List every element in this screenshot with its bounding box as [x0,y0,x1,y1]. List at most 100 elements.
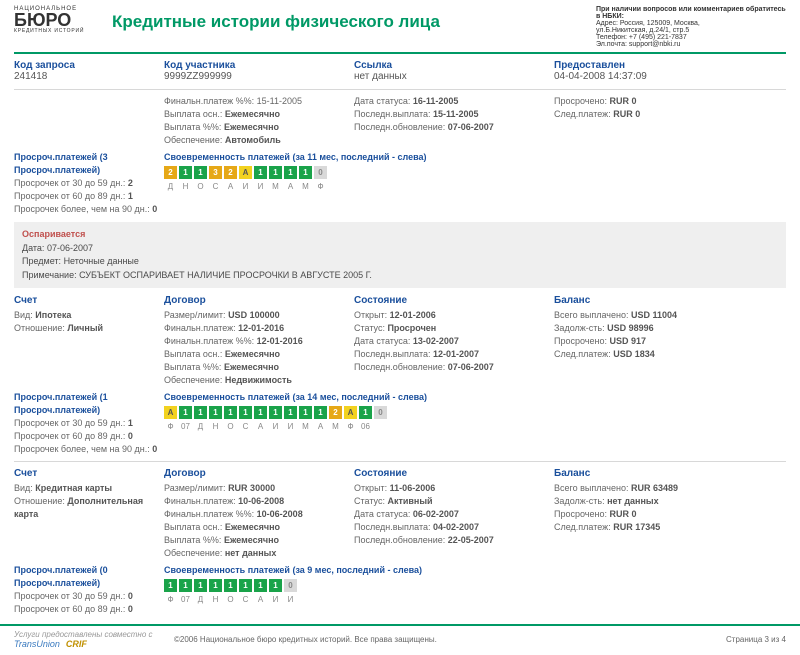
payment-box: 1 [239,579,252,592]
payment-box-label: А [254,594,267,606]
payment-box: 1 [254,579,267,592]
account-header: Счет [14,294,158,309]
header-divider [14,52,786,54]
contact-block: При наличии вопросов или комментариев об… [596,6,786,48]
payment-box-label: Ф [344,421,357,433]
participant-code: 9999ZZ999999 [164,71,348,82]
payment-box-label: С [209,181,222,193]
payment-box: 2 [164,166,177,179]
timeliness-boxes: 111111110 [164,579,548,592]
payment-box: 1 [209,406,222,419]
contract-header: Договор [164,294,348,309]
timeliness-title: Своевременность платежей (за 14 мес, пос… [164,391,548,404]
balance-details: Просрочено: RUR 0 След.платеж: RUR 0 [554,95,786,147]
balance-header: Баланс [554,294,786,309]
payment-box: А [344,406,357,419]
timeliness-labels: Ф07ДНОСАИИ [164,594,548,606]
link-value: нет данных [354,71,548,82]
account-header: Счет [14,467,158,482]
payment-box: 1 [224,579,237,592]
timeliness-labels: Ф07ДНОСАИИМАМФ06 [164,421,548,433]
payment-box: А [164,406,177,419]
provided-label: Предоставлен [554,60,786,71]
payment-box: 1 [224,406,237,419]
payment-box: 1 [194,166,207,179]
payment-box-label: Д [194,594,207,606]
payment-box: 1 [269,406,282,419]
dispute-box: Оспаривается Дата: 07-06-2007 Предмет: Н… [14,222,786,288]
timeliness-boxes: 21132А11110 [164,166,548,179]
footer: Услуги предоставлены совместно с TransUn… [0,626,800,655]
payment-box: 3 [209,166,222,179]
payment-box-label [374,421,387,433]
payment-box: 1 [314,406,327,419]
payment-box: 1 [284,406,297,419]
payment-box: 2 [224,166,237,179]
logo: НАЦИОНАЛЬНОЕ БЮРО КРЕДИТНЫХ ИСТОРИЙ [14,6,104,34]
payment-box: 1 [209,579,222,592]
late-payments-title: Просроч.платежей (1 Просроч.платежей) [14,391,158,417]
payment-box-label: О [194,181,207,193]
payment-box-label: А [254,421,267,433]
meta-row: Код запроса 241418 Код участника 9999ZZ9… [14,60,786,86]
payment-box: А [239,166,252,179]
page-number: Страница 3 из 4 [726,635,786,644]
contact-line: Адрес: Россия, 125009, Москва, [596,20,700,27]
payment-box-label: О [224,594,237,606]
payment-box-label: Н [209,594,222,606]
payment-box: 1 [194,406,207,419]
payment-box: 1 [179,166,192,179]
payment-box: 0 [374,406,387,419]
provided-value: 04-04-2008 14:37:09 [554,71,786,82]
payment-box: 0 [314,166,327,179]
contact-line: ул.Б.Никитская, д.24/1, стр.5 [596,27,689,34]
participant-code-label: Код участника [164,60,348,71]
payment-box-label: М [269,181,282,193]
logo-main: БЮРО [14,12,104,28]
payment-box: 1 [299,166,312,179]
request-code-label: Код запроса [14,60,158,71]
payment-box-label: Ф [164,421,177,433]
transunion-logo: TransUnion [14,639,60,649]
payment-box-label: 07 [179,421,192,433]
payment-box-label: А [284,181,297,193]
payment-box: 2 [329,406,342,419]
timeliness-boxes: А11111111112А10 [164,406,548,419]
status-header: Состояние [354,294,548,309]
timeliness-labels: ДНОСАИИМАМФ [164,181,548,193]
link-label: Ссылка [354,60,548,71]
payment-box: 1 [239,406,252,419]
status-header: Состояние [354,467,548,482]
payment-details: Финальн.платеж %%: 15-11-2005 Выплата ос… [164,95,354,147]
payment-box-label: И [254,181,267,193]
contact-line: Эл.почта: support@nbki.ru [596,41,680,48]
payment-box-label: С [239,594,252,606]
payment-box-label: Ф [314,181,327,193]
payment-box-label: А [314,421,327,433]
payment-box: 1 [179,579,192,592]
payment-box: 1 [299,406,312,419]
payment-box-label: И [284,594,297,606]
payment-box: 1 [194,579,207,592]
request-code: 241418 [14,71,158,82]
payment-box: 1 [164,579,177,592]
payment-box-label: И [269,421,282,433]
payment-box: 1 [254,406,267,419]
payment-box-label: Н [179,181,192,193]
payment-box-label: 07 [179,594,192,606]
dispute-title: Оспаривается [22,228,778,242]
payment-box-label: Н [209,421,222,433]
late-payments-title: Просроч.платежей (0 Просроч.платежей) [14,564,158,590]
payment-box: 0 [284,579,297,592]
page-title: Кредитные истории физического лица [104,6,596,32]
contact-line: При наличии вопросов или комментариев об… [596,6,786,20]
payment-box-label: М [299,421,312,433]
contact-line: Телефон: +7 (495) 221-7837 [596,34,687,41]
payment-box-label: И [239,181,252,193]
payment-box-label: С [239,421,252,433]
payment-box: 1 [284,166,297,179]
timeliness-title: Своевременность платежей (за 9 мес, посл… [164,564,548,577]
payment-box-label: И [284,421,297,433]
status-details: Дата статуса: 16-11-2005 Последн.выплата… [354,95,554,147]
payment-box-label: Д [164,181,177,193]
